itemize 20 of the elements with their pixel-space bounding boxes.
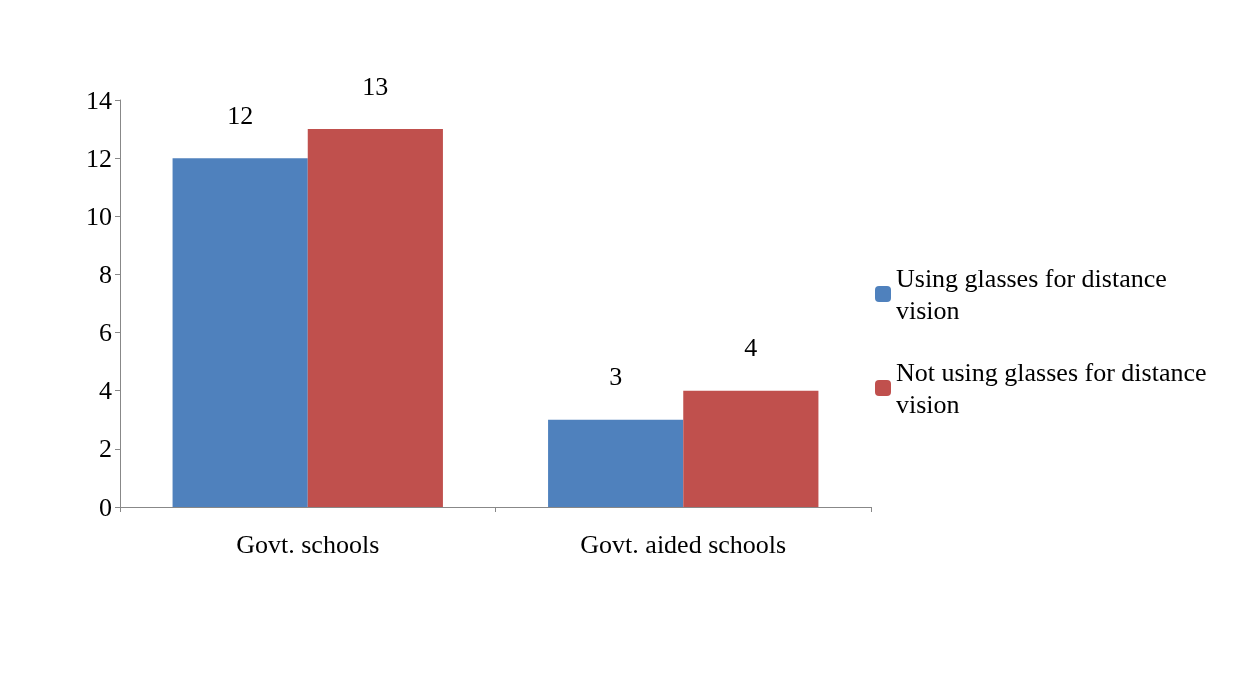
bar	[307, 129, 443, 507]
x-tick-label: Govt. schools	[236, 529, 380, 559]
y-tick-label: 2	[99, 434, 112, 464]
data-label: 12	[227, 100, 254, 130]
data-label: 3	[609, 362, 623, 392]
legend-label: Using glasses for distance vision	[896, 263, 1174, 325]
bar	[683, 390, 819, 507]
bar	[548, 419, 684, 507]
bar	[172, 158, 308, 507]
y-tick-label: 0	[99, 492, 112, 522]
y-tick-label: 14	[86, 85, 112, 115]
y-tick-label: 10	[86, 201, 112, 231]
y-tick-label: 12	[86, 143, 112, 173]
legend-label: Not using glasses for distance vision	[896, 357, 1214, 419]
y-tick-label: 4	[99, 376, 112, 406]
y-tick-label: 6	[99, 318, 112, 348]
x-tick-label: Govt. aided schools	[580, 529, 787, 559]
data-label: 4	[744, 333, 758, 363]
data-label: 13	[362, 71, 389, 101]
y-tick-label: 8	[99, 259, 112, 289]
